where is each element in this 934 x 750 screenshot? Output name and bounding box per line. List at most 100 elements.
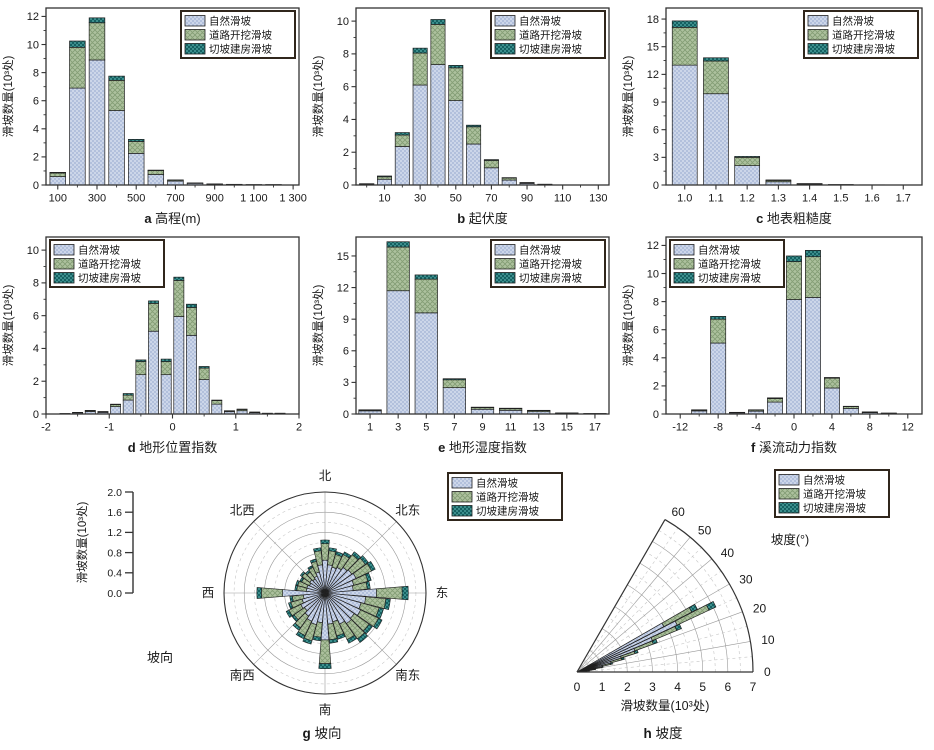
bar-house	[49, 172, 66, 174]
bar-road	[412, 52, 428, 86]
bar-natural	[122, 399, 134, 415]
x-tick-label: 1.5	[833, 193, 848, 205]
legend-label: 切坡建房滑坡	[519, 42, 582, 55]
fan-r-tick-label: 0	[574, 680, 581, 694]
bar-road	[767, 398, 783, 403]
rose-sector-house	[356, 632, 369, 643]
direction-label: 东	[436, 586, 449, 600]
bar-house	[671, 20, 698, 28]
x-tick-label: 0	[169, 422, 175, 434]
legend-swatch-natural	[778, 474, 800, 486]
x-tick-label: -1	[104, 422, 114, 434]
legend-label: 切坡建房滑坡	[832, 42, 895, 55]
bar-natural	[805, 297, 821, 415]
rose-sector-house	[365, 581, 371, 590]
bar-house	[386, 241, 410, 248]
bar-road	[128, 141, 145, 154]
legend-swatch-road	[494, 29, 516, 41]
bar-natural	[160, 374, 172, 415]
fan-r-tick-label: 5	[699, 680, 706, 694]
caption: f 溪流动力指数	[751, 440, 837, 455]
bar-house	[88, 17, 106, 24]
legend-swatch-road	[53, 258, 75, 270]
fan-r-tick-label: 1	[599, 680, 606, 694]
rose-sector-road	[376, 586, 403, 600]
x-tick-label: 500	[127, 193, 145, 205]
y-tick-label: 3	[653, 152, 659, 164]
bar-natural	[108, 110, 125, 186]
legend-swatch-road	[494, 258, 516, 270]
y-tick-label: 10	[647, 268, 659, 280]
x-tick-label: 13	[533, 422, 545, 434]
slope-angle-axis-label: 坡度(°)	[771, 532, 809, 547]
bar-road	[147, 170, 165, 175]
legend-label: 道路开挖滑坡	[698, 257, 761, 270]
fan-bar-house	[688, 603, 698, 613]
legend-label: 自然滑坡	[832, 14, 874, 27]
y-tick-label: 10	[27, 39, 39, 51]
legend-label: 切坡建房滑坡	[519, 271, 582, 284]
y-tick-label: 3	[343, 377, 349, 389]
legend-swatch-natural	[53, 244, 75, 256]
y-tick-label: 0	[343, 180, 349, 192]
y-tick-label: 0	[33, 409, 39, 421]
direction-label: 南西	[230, 668, 255, 683]
bar-natural	[211, 403, 223, 415]
legend-swatch-road	[673, 258, 695, 270]
legend-label: 切坡建房滑坡	[698, 271, 761, 284]
fan-r-tick-label: 3	[649, 680, 656, 694]
bar-natural	[186, 334, 197, 415]
legend-swatch-house	[778, 502, 800, 514]
x-tick-label: 11	[505, 422, 516, 434]
legend-swatch-house	[451, 505, 473, 517]
angle-tick-label: 10	[761, 633, 775, 647]
direction-label: 北东	[395, 503, 420, 517]
caption: a 高程(m)	[144, 211, 200, 226]
legend-swatch-road	[778, 488, 800, 500]
bar-house	[128, 138, 145, 142]
rose-sector-house	[309, 558, 317, 564]
rose-sector-house	[295, 631, 306, 640]
legend-label: 道路开挖滑坡	[209, 28, 272, 41]
x-tick-label: 1	[233, 422, 239, 434]
bar-house	[767, 397, 783, 399]
direction-label: 北西	[230, 503, 255, 517]
rose-sector-house	[288, 601, 294, 610]
bar-house	[734, 156, 761, 158]
legend-label: 自然滑坡	[803, 473, 845, 486]
caption: h 坡度	[643, 726, 682, 741]
rose-sector-house	[313, 547, 322, 553]
bar-road	[160, 361, 172, 376]
fan-bar-house	[651, 638, 658, 645]
rose-sector-house	[289, 595, 294, 603]
rose-sector-house	[328, 547, 337, 553]
fan-bar-natural	[576, 622, 665, 673]
bar-natural	[470, 408, 495, 415]
angle-tick-label: 40	[721, 546, 735, 560]
bar-natural	[148, 330, 159, 415]
bar-road	[786, 261, 802, 300]
direction-label: 西	[202, 586, 215, 600]
rose-sector-house	[285, 609, 293, 618]
rose-sector-house	[373, 617, 383, 630]
y-tick-label: 0	[653, 180, 659, 192]
legend-swatch-house	[673, 272, 695, 284]
bar-natural	[767, 401, 783, 415]
angle-tick-label: 50	[698, 523, 712, 537]
r-tick-label: 2.0	[107, 487, 122, 499]
rose-sector-house	[294, 584, 299, 591]
bar-road	[710, 318, 727, 344]
rose-sector-house	[295, 579, 300, 586]
bar-natural	[394, 146, 410, 186]
rose-sector-house	[312, 635, 322, 642]
x-tick-label: 90	[521, 193, 533, 205]
bar-house	[394, 132, 410, 136]
bar-road	[483, 160, 499, 169]
bar-house	[805, 249, 821, 258]
rose-sector-house	[351, 551, 361, 561]
bar-road	[394, 134, 410, 147]
rose-sector-house	[256, 587, 262, 599]
